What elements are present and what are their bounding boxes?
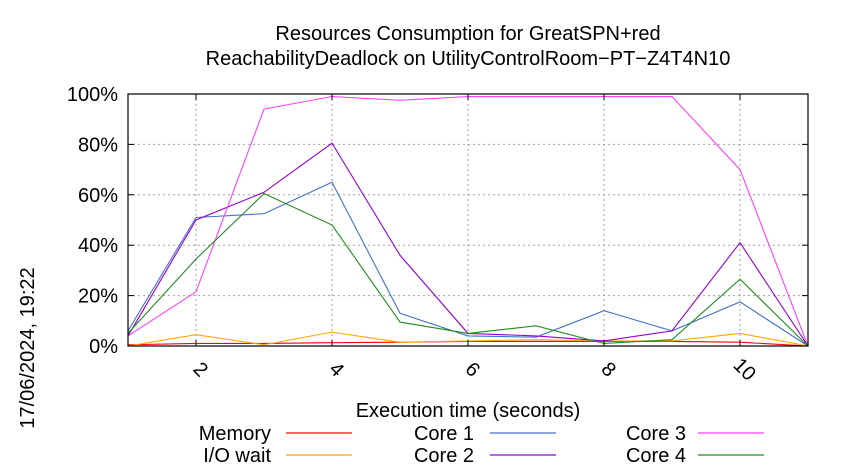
y-tick-label: 0% (89, 336, 118, 358)
x-tick-label: 2 (189, 358, 212, 381)
chart-title-line1: Resources Consumption for GreatSPN+red (275, 23, 660, 45)
chart-title-line2: ReachabilityDeadlock on UtilityControlRo… (206, 48, 731, 70)
y-tick-label: 20% (78, 286, 118, 308)
x-tick-label: 8 (597, 358, 620, 381)
tick-labels: 0% 20% 40% 60% 80% 100% 2 4 6 8 10 (67, 84, 808, 385)
x-axis-label: Execution time (seconds) (356, 400, 581, 422)
series-layer (127, 95, 809, 347)
timestamp: 17/06/2024, 19:22 (17, 267, 39, 428)
x-tick-label: 10 (729, 354, 760, 385)
legend-label-core-1: Core 1 (414, 423, 474, 445)
grid (128, 94, 808, 346)
y-tick-label: 80% (78, 134, 118, 156)
legend-label-memory: Memory (199, 423, 271, 445)
y-tick-label: 100% (67, 84, 118, 106)
x-tick-label: 6 (461, 358, 484, 381)
legend-label-core-4: Core 4 (626, 445, 686, 467)
y-tick-label: 40% (78, 235, 118, 257)
legend-label-i-o-wait: I/O wait (203, 445, 271, 467)
series-line-core-3 (127, 95, 809, 347)
x-tick-label: 4 (325, 358, 348, 381)
legend-label-core-3: Core 3 (626, 423, 686, 445)
legend-label-core-2: Core 2 (414, 445, 474, 467)
y-tick-label: 60% (78, 185, 118, 207)
series-line-core-4 (127, 192, 809, 347)
